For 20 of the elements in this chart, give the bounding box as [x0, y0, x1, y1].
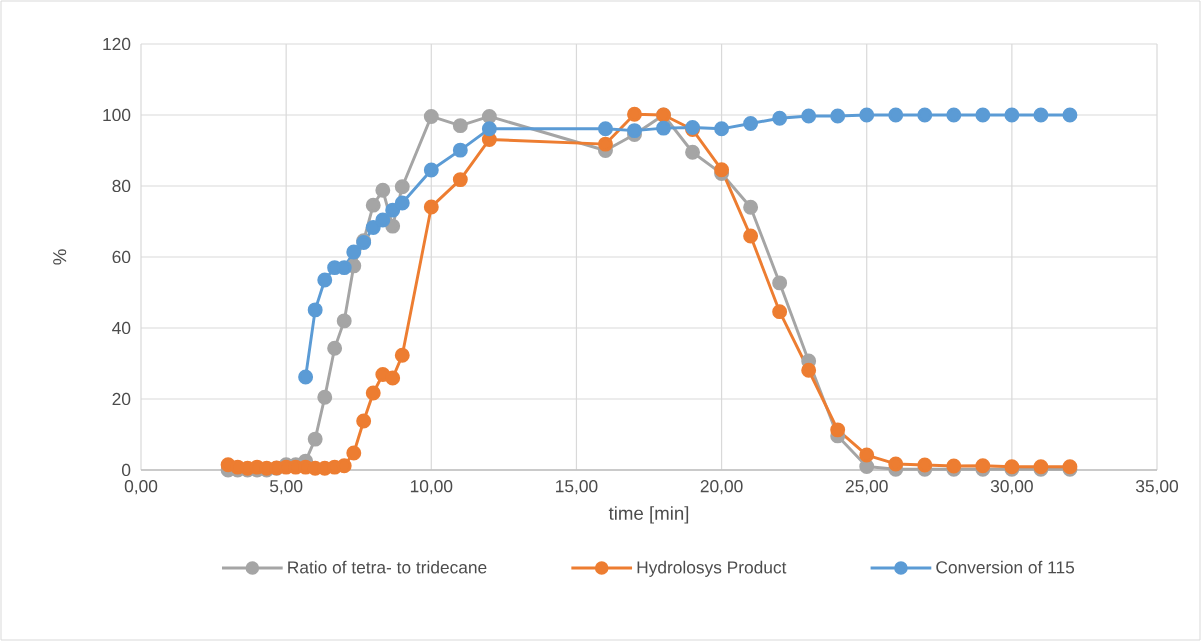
x-tick-label: 35,00	[1135, 480, 1179, 495]
y-tick-label: 20	[112, 392, 131, 406]
y-tick-label: 0	[122, 463, 131, 477]
x-tick-label: 25,00	[845, 480, 888, 495]
y-axis-title: %	[53, 249, 67, 265]
legend-label: Conversion of 115	[936, 560, 1075, 574]
y-tick-label: 100	[103, 108, 131, 122]
x-tick-label: 0,00	[124, 480, 158, 495]
x-tick-label: 5,00	[269, 480, 303, 495]
legend-label: Ratio of tetra- to tridecane	[288, 560, 487, 574]
y-tick-label: 60	[112, 250, 131, 264]
x-tick-label: 15,00	[556, 480, 598, 495]
y-tick-label: 40	[112, 321, 131, 335]
x-tick-label: 20,00	[700, 480, 743, 495]
x-axis-title: time [min]	[608, 506, 689, 524]
y-tick-label: 80	[112, 179, 131, 193]
x-tick-label: 30,00	[990, 480, 1033, 495]
x-tick-label: 10,00	[410, 480, 453, 495]
y-tick-label: 120	[103, 37, 131, 51]
legend-label: Hydrolosys Product	[637, 560, 787, 577]
